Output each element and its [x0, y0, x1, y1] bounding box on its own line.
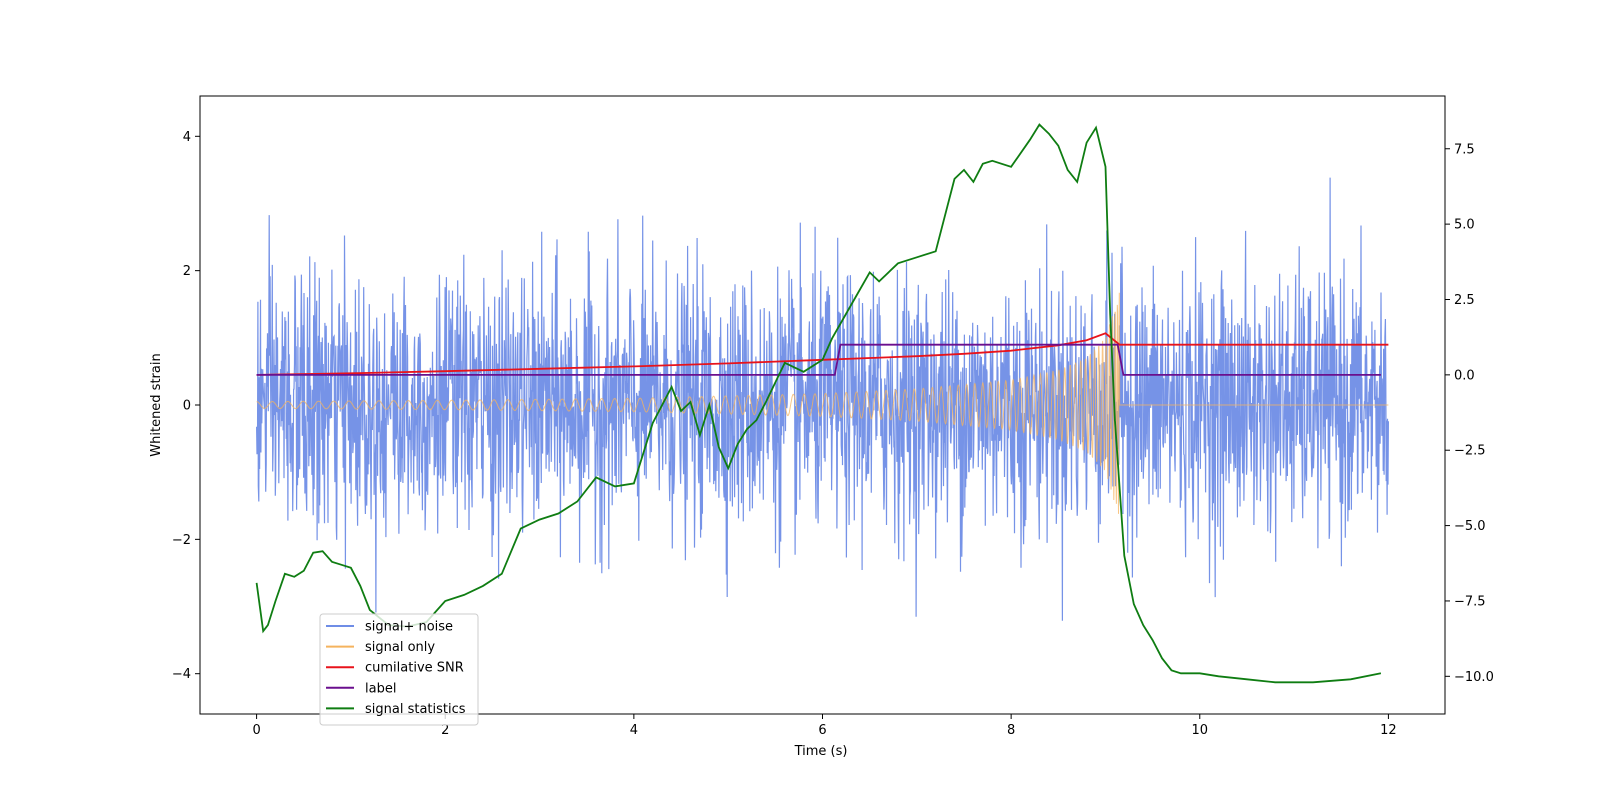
- legend-entry-label: signal only: [365, 640, 435, 655]
- y-left-tick-label: −4: [172, 667, 191, 682]
- y-right-tick-label: 0.0: [1454, 368, 1475, 383]
- x-axis-label: Time (s): [794, 744, 848, 759]
- series-line-cumilative-snr: [256, 332, 1389, 376]
- x-tick-label: 4: [630, 723, 638, 738]
- y-right-tick-label: −10.0: [1454, 670, 1494, 685]
- y-right-tick-label: −2.5: [1454, 444, 1486, 459]
- y-axis-label: Whitened strain: [149, 353, 164, 456]
- y-left-tick-label: 4: [183, 130, 191, 145]
- legend-entry-label: signal statistics: [365, 702, 466, 717]
- x-tick-label: 0: [252, 723, 260, 738]
- y-right-tick-label: 2.5: [1454, 293, 1475, 308]
- legend: signal+ noise signal only cumilative SNR la…: [319, 613, 479, 726]
- x-tick-label: 6: [818, 723, 826, 738]
- legend-entry-label: label: [365, 681, 396, 696]
- x-tick-label: 10: [1191, 723, 1208, 738]
- legend-entry-label: signal+ noise: [365, 620, 453, 635]
- x-tick-label: 2: [441, 723, 449, 738]
- y-right-tick-label: −5.0: [1454, 519, 1486, 534]
- y-right-tick-label: −7.5: [1454, 594, 1486, 609]
- legend-entry-label: cumilative SNR: [365, 661, 464, 676]
- series-line-signal-noise: [256, 177, 1389, 621]
- ticks-layer: 0 2 4 6 8 10 12 −4 −2 0 2 4 −10.0 −7.5 −5.0 −2.5 0.0 2.5 5…: [172, 130, 1494, 738]
- series-line-label: [256, 343, 1381, 376]
- y-left-tick-label: 0: [183, 399, 191, 414]
- y-right-tick-label: 5.0: [1454, 218, 1475, 233]
- legend-box: [319, 613, 479, 726]
- x-tick-label: 12: [1380, 723, 1397, 738]
- y-left-tick-label: 2: [183, 264, 191, 279]
- series-layer: [255, 123, 1389, 684]
- series-line-signal-only: [256, 292, 1389, 514]
- x-tick-label: 8: [1007, 723, 1015, 738]
- y-right-tick-label: 7.5: [1454, 142, 1475, 157]
- y-left-tick-label: −2: [172, 533, 191, 548]
